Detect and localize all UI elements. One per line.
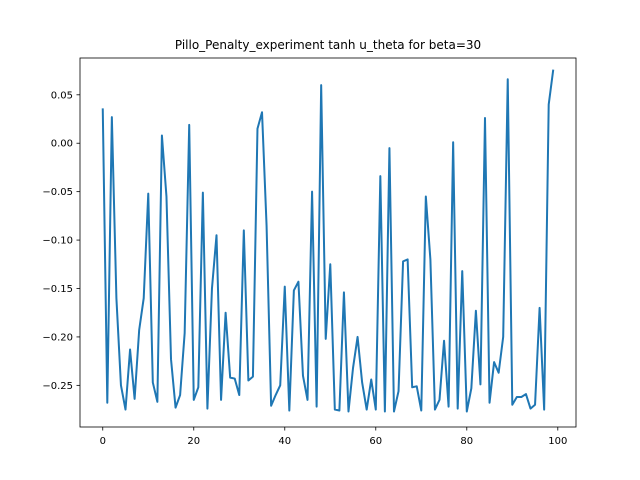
y-tick-label: 0.00 (51, 139, 73, 150)
y-tick-label: −0.25 (42, 381, 73, 392)
y-axis: −0.25 −0.20 −0.15 −0.10 −0.05 0.00 0.05 (42, 90, 80, 392)
x-tick-label: 100 (548, 436, 567, 447)
y-tick-label: −0.05 (42, 187, 73, 198)
x-tick-label: 0 (100, 436, 106, 447)
series-line-0 (101, 69, 555, 413)
plot-area (80, 58, 576, 427)
x-tick-label: 60 (369, 436, 382, 447)
y-tick-label: −0.15 (42, 284, 73, 295)
x-axis: 0 20 40 60 80 100 (100, 427, 567, 447)
y-tick-label: −0.10 (42, 236, 73, 247)
plot-frame (79, 57, 577, 428)
x-tick-label: 40 (278, 436, 291, 447)
y-tick-label: 0.05 (51, 90, 73, 101)
chart-title: Pillo_Penalty_experiment tanh u_theta fo… (175, 38, 481, 52)
y-tick-label: −0.20 (42, 332, 73, 343)
x-tick-label: 20 (187, 436, 200, 447)
series-layer (101, 69, 555, 413)
x-tick-label: 80 (460, 436, 473, 447)
